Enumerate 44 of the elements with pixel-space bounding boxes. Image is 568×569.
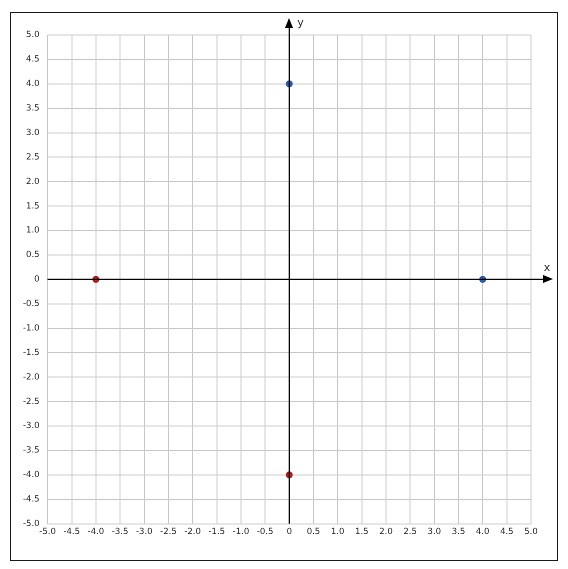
x-tick-label: 4.5 bbox=[500, 527, 514, 538]
y-tick-label: 2.5 bbox=[26, 152, 40, 162]
x-tick-label: -2.0 bbox=[184, 527, 201, 538]
y-tick-label: -5.0 bbox=[22, 519, 40, 530]
y-tick-label: 0 bbox=[34, 274, 40, 285]
y-tick-label: 2.0 bbox=[26, 176, 40, 187]
x-tick-label: 2.5 bbox=[403, 527, 417, 538]
y-tick-label: -1.0 bbox=[22, 323, 40, 334]
x-tick-label: -0.5 bbox=[256, 527, 274, 538]
y-axis-title: y bbox=[297, 16, 304, 29]
x-axis-title: x bbox=[544, 260, 551, 274]
y-tick-label: -4.5 bbox=[22, 494, 40, 505]
y-tick-label: 3.0 bbox=[26, 128, 40, 138]
x-tick-label: -2.5 bbox=[160, 527, 177, 538]
x-tick-label: 3.5 bbox=[452, 527, 466, 538]
x-tick-label: 5.0 bbox=[524, 527, 538, 538]
y-tick-label: -2.0 bbox=[22, 372, 40, 382]
x-tick-label: 0 bbox=[286, 527, 292, 538]
y-tick-label: -1.5 bbox=[22, 348, 40, 358]
x-tick-label: -3.0 bbox=[136, 527, 153, 538]
x-tick-label: 4.0 bbox=[476, 527, 490, 538]
y-tick-label: 0.5 bbox=[26, 250, 40, 260]
y-tick-label: -4.0 bbox=[22, 470, 40, 480]
y-tick-label: 1.5 bbox=[26, 201, 40, 212]
x-tick-label: -4.0 bbox=[88, 527, 104, 538]
y-tick-label: -0.5 bbox=[22, 299, 40, 310]
x-tick-label: 2.0 bbox=[379, 527, 393, 538]
y-tick-label: 5.0 bbox=[26, 30, 40, 40]
y-tick-label: 4.5 bbox=[26, 54, 40, 65]
x-tick-label: 1.5 bbox=[355, 527, 369, 538]
y-tick-label: -3.5 bbox=[22, 446, 40, 456]
x-tick-label: 0.5 bbox=[306, 527, 320, 538]
x-tick-label: -4.5 bbox=[63, 527, 80, 538]
x-tick-label: -1.0 bbox=[232, 527, 250, 538]
x-tick-label: 3.0 bbox=[428, 527, 442, 538]
x-tick-label: -3.5 bbox=[112, 527, 128, 538]
x-tick-label: -1.5 bbox=[208, 527, 226, 538]
y-tick-label: 4.0 bbox=[26, 79, 40, 90]
y-tick-label: -2.5 bbox=[22, 396, 40, 407]
y-tick-label: -3.0 bbox=[22, 421, 40, 432]
x-tick-label: 1.0 bbox=[330, 527, 344, 538]
y-tick-label: 3.5 bbox=[26, 104, 40, 114]
y-tick-label: 1.0 bbox=[26, 226, 40, 236]
x-tick-label: -5.0 bbox=[39, 527, 56, 538]
